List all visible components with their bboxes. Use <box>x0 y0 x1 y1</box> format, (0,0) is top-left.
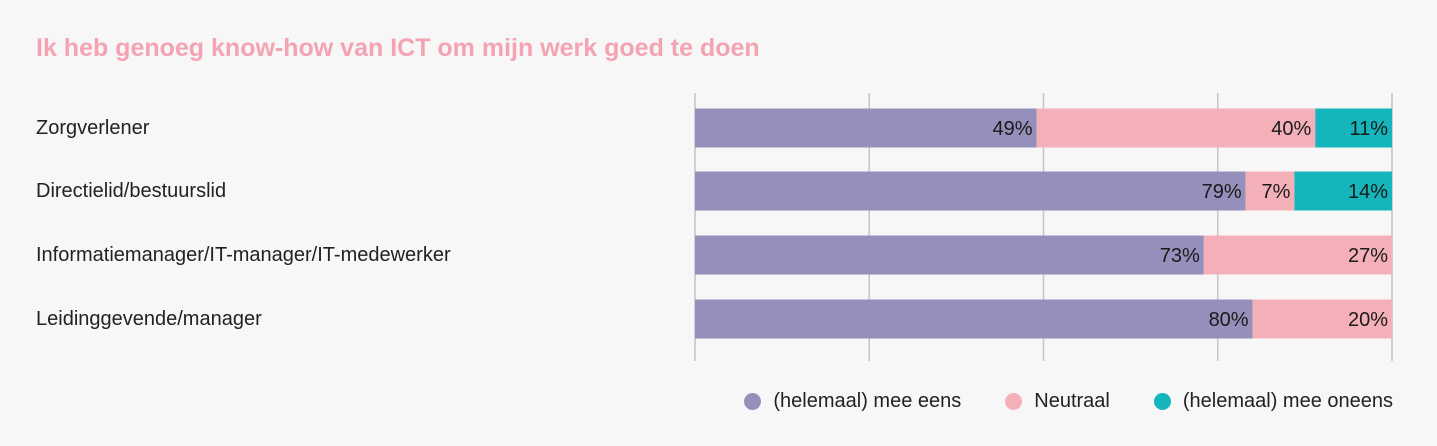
chart-title: Ik heb genoeg know-how van ICT om mijn w… <box>36 34 760 62</box>
data-label-helemaal-mee-eens-leidinggevende-manager: 80% <box>1209 309 1249 331</box>
data-label-helemaal-mee-eens-informatiemanager-it-manager-it-medewerker: 73% <box>1160 245 1200 267</box>
legend-item-neutraal: Neutraal <box>1005 390 1110 413</box>
data-label-helemaal-mee-oneens-zorgverlener: 11% <box>1349 118 1388 140</box>
category-label-directielid: Directielid/bestuurslid <box>36 180 227 202</box>
bar-segment-neutraal-zorgverlener <box>1036 108 1316 148</box>
bar-segment-neutraal-directielid-bestuurslid <box>1245 171 1295 211</box>
bar-segment-helemaal-mee-eens-zorgverlener <box>695 108 1037 148</box>
bar-segment-helemaal-mee-oneens-directielid-bestuurslid <box>1294 171 1392 211</box>
legend-item-mee-oneens: (helemaal) mee oneens <box>1153 390 1393 413</box>
data-label-neutraal-directielid-bestuurslid: 7% <box>1262 181 1291 203</box>
category-label-zorgverlener: Zorgverlener <box>36 117 150 139</box>
data-label-helemaal-mee-oneens-directielid-bestuurslid: 14% <box>1348 181 1388 203</box>
data-label-helemaal-mee-eens-zorgverlener: 49% <box>992 118 1032 140</box>
legend-label-mee-oneens: (helemaal) mee oneens <box>1182 390 1393 412</box>
legend-swatch-mee-eens <box>744 393 762 410</box>
data-label-helemaal-mee-eens-directielid-bestuurslid: 79% <box>1202 181 1242 203</box>
bar-segment-helemaal-mee-eens-leidinggevende-manager <box>695 299 1253 339</box>
data-label-neutraal-leidinggevende-manager: 20% <box>1348 309 1388 331</box>
legend-label-mee-eens: (helemaal) mee eens <box>773 390 962 412</box>
bar-segment-neutraal-informatiemanager-it-manager-it-medewerker <box>1203 235 1392 275</box>
category-label-informatiemanager: Informatiemanager/IT-manager/IT-medewerk… <box>36 244 451 266</box>
legend-item-mee-eens: (helemaal) mee eens <box>744 390 961 413</box>
legend-swatch-neutraal <box>1005 393 1023 410</box>
bar-segment-neutraal-leidinggevende-manager <box>1252 299 1392 339</box>
data-label-neutraal-informatiemanager-it-manager-it-medewerker: 27% <box>1348 245 1388 267</box>
legend-label-neutraal: Neutraal <box>1034 390 1110 412</box>
data-label-neutraal-zorgverlener: 40% <box>1271 118 1311 140</box>
bar-segment-helemaal-mee-eens-directielid-bestuurslid <box>695 171 1246 211</box>
category-label-leidinggevende: Leidinggevende/manager <box>36 308 262 330</box>
legend-swatch-mee-oneens <box>1153 393 1171 410</box>
legend: (helemaal) mee eens Neutraal (helemaal) … <box>744 390 1393 413</box>
bar-segment-helemaal-mee-oneens-zorgverlener <box>1315 108 1392 148</box>
bar-segment-helemaal-mee-eens-informatiemanager-it-manager-it-medewerker <box>695 235 1204 275</box>
